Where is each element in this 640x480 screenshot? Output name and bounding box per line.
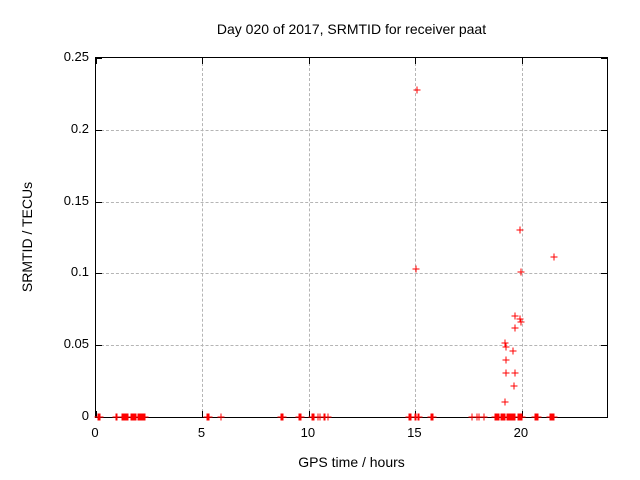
y-tick-right <box>601 417 607 418</box>
data-point-marker <box>205 413 213 421</box>
y-gridline <box>96 273 607 275</box>
y-tick-right <box>601 345 607 347</box>
data-point-marker <box>517 318 525 326</box>
x-tick-label: 0 <box>91 425 99 440</box>
y-tick-left <box>96 58 102 59</box>
data-point-marker <box>511 312 519 320</box>
data-point-marker <box>316 413 324 421</box>
x-gridline <box>521 58 523 417</box>
data-point-marker <box>502 369 510 377</box>
data-point-marker <box>297 413 305 421</box>
data-point-marker <box>429 413 437 421</box>
data-point-marker <box>415 413 423 421</box>
y-gridline <box>96 345 607 347</box>
y-tick-left <box>96 129 102 131</box>
x-gridline <box>202 58 204 417</box>
data-point-marker <box>480 413 487 421</box>
x-tick-label: 15 <box>407 425 422 440</box>
x-tick-bottom <box>308 411 310 417</box>
x-tick-label: 20 <box>513 425 529 440</box>
data-point-marker <box>310 413 318 421</box>
x-tick-top <box>96 58 97 64</box>
y-gridline <box>96 129 607 131</box>
data-point-marker <box>516 226 524 234</box>
data-point-marker <box>516 315 524 323</box>
x-tick-label: 5 <box>197 425 206 440</box>
x-tick-bottom <box>521 411 523 417</box>
y-tick-left <box>96 345 102 347</box>
y-tick-label: 0.1 <box>70 264 89 280</box>
x-tick-top <box>521 58 523 64</box>
x-gridline <box>308 58 310 417</box>
y-tick-label: 0.2 <box>70 120 89 136</box>
data-point-marker <box>550 253 558 261</box>
x-tick-top <box>308 58 310 64</box>
data-point-marker <box>113 413 121 421</box>
y-gridline <box>96 201 607 203</box>
y-tick-label: 0 <box>81 408 89 423</box>
x-gridline <box>415 58 417 417</box>
data-point-marker <box>550 413 558 421</box>
y-tick-label: 0.05 <box>63 336 89 352</box>
y-tick-left <box>96 201 102 203</box>
data-point-marker <box>407 413 415 421</box>
x-tick-bottom <box>202 411 204 417</box>
y-tick-right <box>601 58 607 59</box>
plot-area <box>94 57 608 421</box>
x-tick-bottom <box>415 411 417 417</box>
data-point-marker <box>141 413 149 421</box>
data-point-marker <box>475 413 483 421</box>
data-point-marker <box>502 343 510 351</box>
data-point-marker <box>501 339 509 347</box>
data-point-marker <box>518 413 526 421</box>
y-tick-label: 0.25 <box>63 49 89 64</box>
data-point-marker <box>509 347 517 355</box>
x-tick-bottom <box>96 411 97 417</box>
y-tick-left <box>96 273 102 275</box>
x-tick-top <box>202 58 204 64</box>
y-tick-right <box>601 273 607 275</box>
chart-title: Day 020 of 2017, SRMTID for receiver paa… <box>216 21 487 37</box>
data-point-marker <box>517 268 525 276</box>
y-tick-right <box>601 201 607 203</box>
y-tick-label: 0.15 <box>63 192 89 208</box>
data-point-marker <box>217 413 225 421</box>
data-point-marker <box>501 398 509 406</box>
x-axis-label: GPS time / hours <box>298 454 405 470</box>
x-tick-label: 10 <box>300 425 316 440</box>
data-point-marker <box>510 382 518 390</box>
data-point-marker <box>511 324 519 332</box>
data-point-marker <box>96 413 104 421</box>
x-tick-top <box>415 58 417 64</box>
data-point-marker <box>502 356 510 364</box>
data-point-marker <box>413 86 421 94</box>
data-point-marker <box>534 413 542 421</box>
y-tick-right <box>601 129 607 131</box>
data-point-marker <box>511 369 519 377</box>
data-point-marker <box>324 413 332 421</box>
data-point-marker <box>468 413 476 421</box>
data-point-marker <box>412 265 420 273</box>
data-point-marker <box>279 413 287 421</box>
